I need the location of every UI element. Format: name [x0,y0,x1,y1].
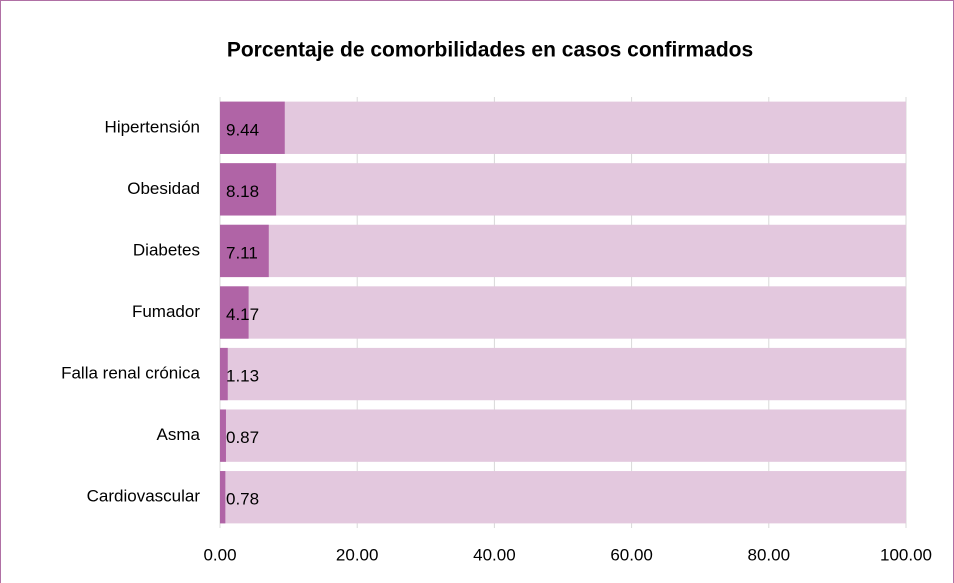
x-tick-label: 100.00 [880,545,932,564]
bar-track [220,101,906,154]
y-tick-label: Obesidad [127,179,200,198]
bar-track [220,409,906,462]
data-label: 0.78 [226,490,259,509]
bar [220,286,249,339]
bar [220,409,226,462]
y-tick-label: Cardiovascular [87,487,201,506]
y-tick-label: Fumador [132,302,200,321]
bar [220,471,226,524]
data-label: 0.87 [226,428,259,447]
bar-track [220,163,906,216]
data-label: 1.13 [226,367,259,386]
bar [220,347,228,401]
bar [220,224,269,278]
y-tick-label: Falla renal crónica [61,364,200,383]
x-tick-label: 80.00 [748,545,791,564]
bar-track [220,286,906,339]
x-tick-label: 40.00 [473,545,516,564]
bar-track [220,224,906,278]
x-tick-label: 20.00 [336,545,379,564]
bar [220,101,285,154]
x-tick-label: 0.00 [203,545,236,564]
data-label: 7.11 [226,243,258,262]
y-tick-label: Diabetes [133,240,200,259]
bar-track [220,471,906,524]
bar-track [220,347,906,401]
chart-title: Porcentaje de comorbilidades en casos co… [227,39,753,62]
data-label: 8.18 [226,182,259,201]
data-label: 9.44 [226,120,259,139]
y-tick-label: Asma [157,425,201,444]
data-label: 4.17 [226,305,259,324]
y-tick-label: Hipertensión [105,117,200,136]
bar [220,163,277,216]
x-tick-label: 60.00 [610,545,653,564]
